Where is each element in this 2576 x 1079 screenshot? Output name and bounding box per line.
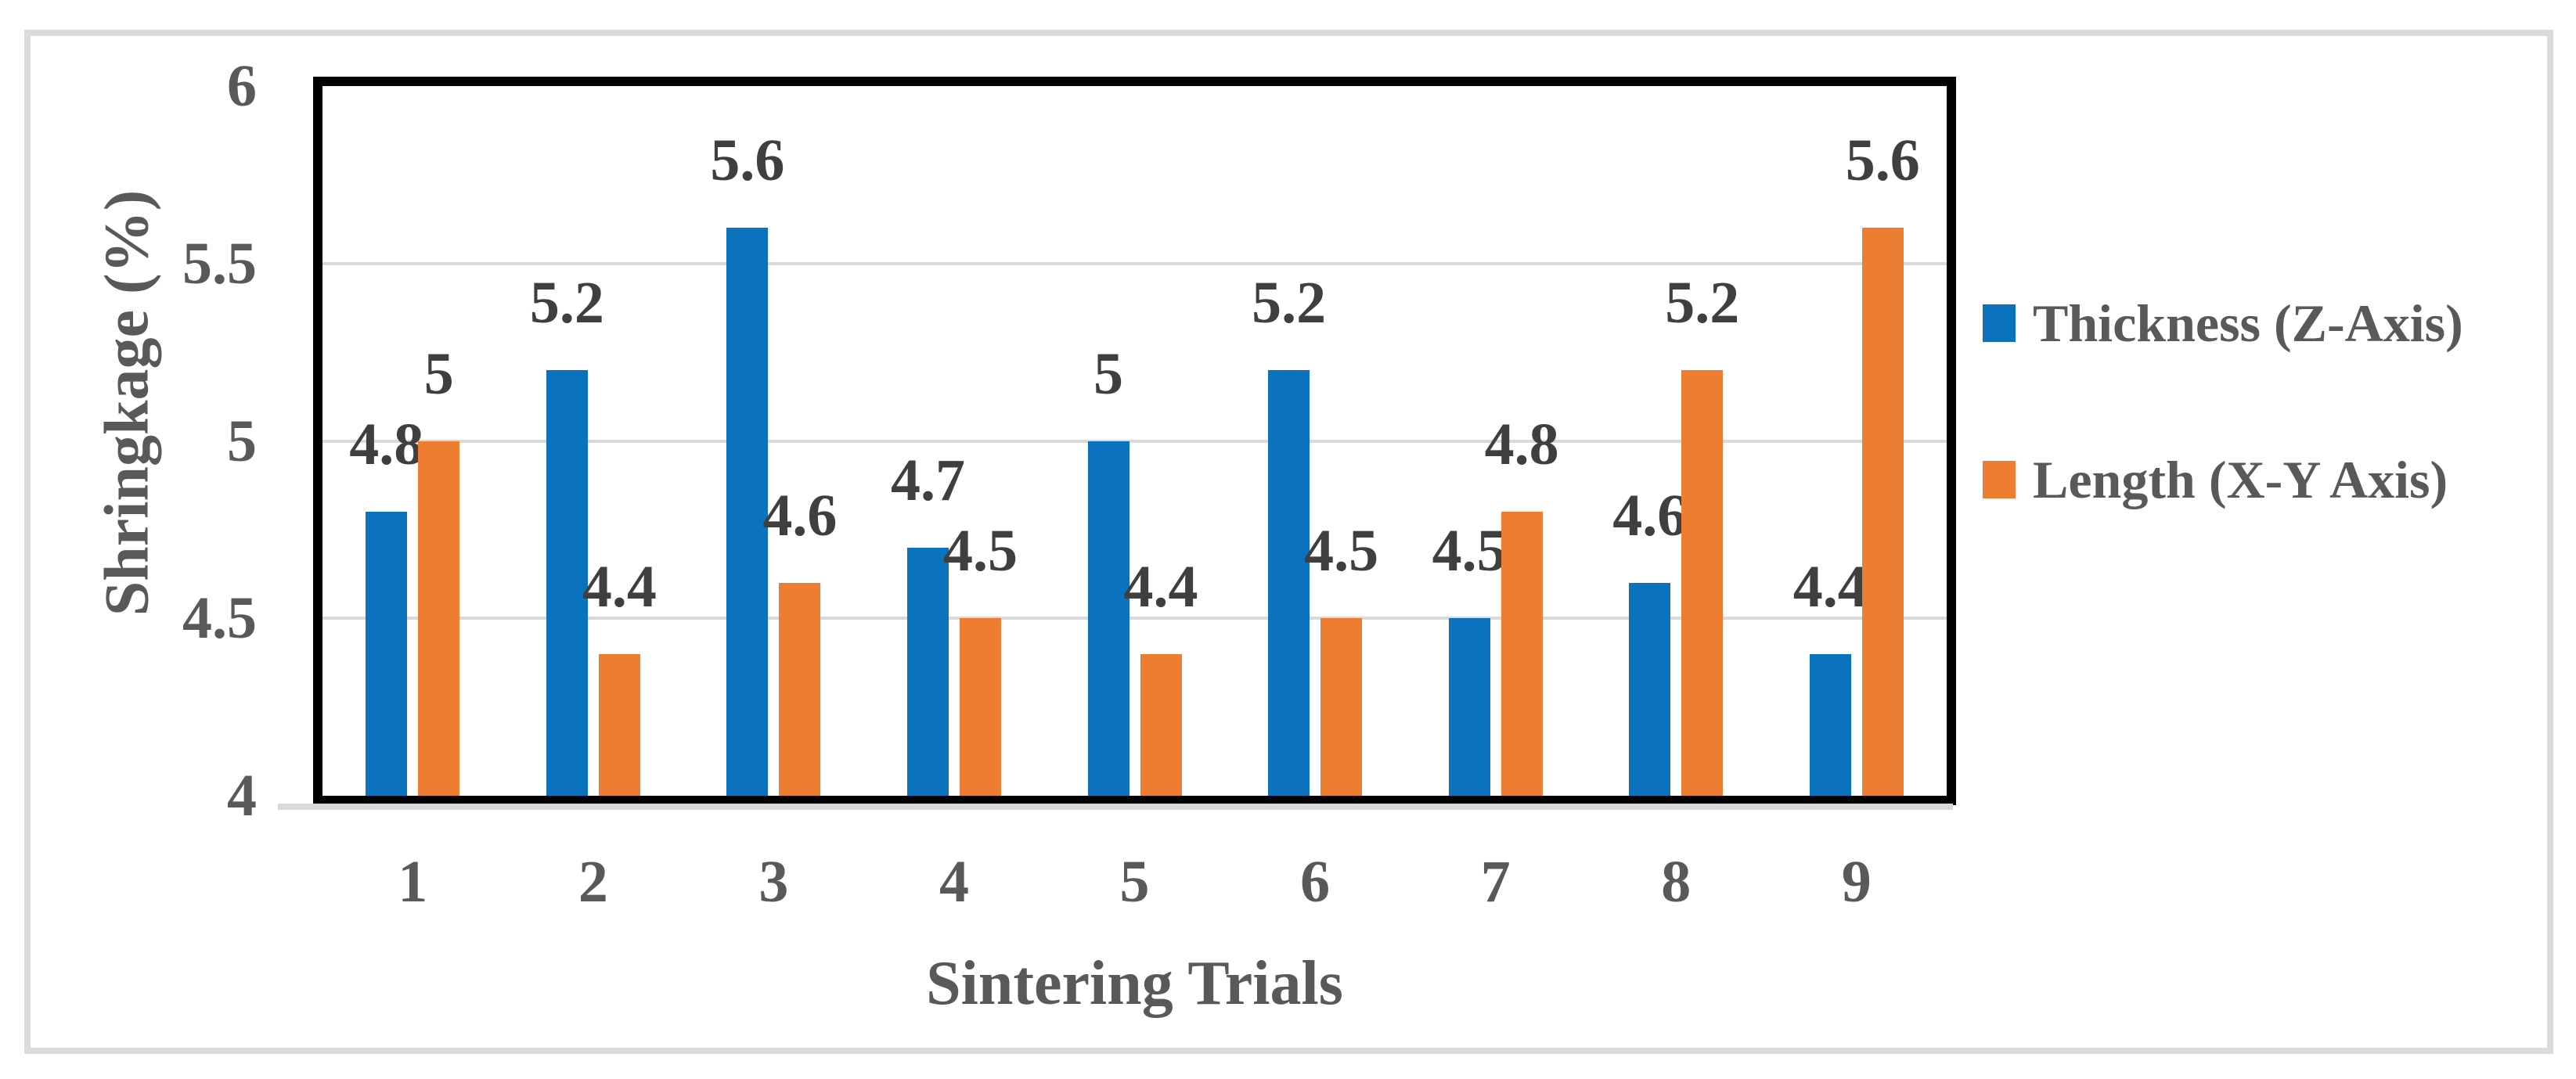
bar-group: 5.6 4.6: [683, 86, 864, 796]
x-tick-label: 6: [1300, 849, 1331, 915]
bar-value-label: 5.2: [1252, 269, 1327, 336]
bar-group: 4.6 5.2: [1586, 86, 1767, 796]
bar: 4.4: [1124, 557, 1198, 796]
bar: 4.4: [582, 557, 657, 796]
bar: 4.5: [943, 521, 1018, 796]
legend-label: Thickness (Z-Axis): [2033, 293, 2463, 353]
bar: 5: [1087, 344, 1129, 796]
bar-value-label: 4.4: [582, 553, 657, 620]
bar-value-label: 4.4: [1123, 553, 1198, 620]
bar-value-label: 4.5: [942, 518, 1018, 584]
bar-group: 5.2 4.4: [503, 86, 684, 796]
x-axis-title: Sintering Trials: [926, 949, 1343, 1018]
bar-value-label: 4.7: [890, 447, 965, 513]
bar: 4.8: [349, 415, 423, 796]
bar-group: 4.4 5.6: [1767, 86, 1947, 796]
bar: 5.6: [1846, 131, 1920, 796]
bar: 4.5: [1304, 521, 1378, 796]
legend-marker-icon: [1983, 304, 2016, 342]
x-tick-label: 4: [939, 849, 969, 915]
x-tick-label: 7: [1480, 849, 1511, 915]
y-tick-label: 4: [227, 763, 257, 829]
bar-group: 5.2 4.5: [1225, 86, 1406, 796]
x-tick-label: 2: [578, 849, 608, 915]
y-tick-label: 5: [227, 408, 257, 474]
y-axis-tick-labels: 6 5.5 5 4.5 4: [0, 0, 257, 1079]
bar-value-label: 4.6: [1612, 482, 1688, 548]
bar-group: 5 4.4: [1044, 86, 1225, 796]
y-tick-label: 6: [227, 53, 257, 119]
bar-value-label: 4.5: [1304, 518, 1379, 584]
x-tick-label: 8: [1661, 849, 1692, 915]
bar: 5.2: [1252, 273, 1326, 796]
gridline: [322, 617, 1947, 620]
legend: Thickness (Z-Axis) Length (X-Y Axis): [1983, 288, 2463, 515]
bar-value-label: 5: [423, 340, 454, 407]
x-axis-tick-labels: 1 2 3 4 5 6 7 8 9: [322, 845, 1947, 919]
bar-value-label: 4.8: [1484, 412, 1559, 478]
x-tick-label: 5: [1119, 849, 1150, 915]
x-tick-label: 1: [398, 849, 428, 915]
bar: 5: [418, 344, 460, 796]
bar-value-label: 5.2: [529, 269, 604, 336]
bar: 4.5: [1432, 521, 1507, 796]
bar: 4.4: [1793, 557, 1868, 796]
legend-entry: Length (X-Y Axis): [1983, 444, 2463, 515]
plot-area: 4.8 5 5.2 4.4 5.6 4.6 4.7 4.5 5 4.4 5.2 4.5 4.5 4.8 4.…: [313, 77, 1956, 805]
bar: 5.2: [1665, 273, 1739, 796]
bar: 5.6: [710, 131, 784, 796]
bar: 4.6: [1612, 486, 1687, 796]
x-axis-line: [278, 804, 1953, 810]
y-tick-label: 5.5: [182, 230, 257, 297]
bar-value-label: 4.8: [349, 412, 424, 478]
bar-value-label: 5.2: [1665, 269, 1740, 336]
x-tick-label: 9: [1841, 849, 1872, 915]
bar: 4.8: [1485, 415, 1559, 796]
legend-entry: Thickness (Z-Axis): [1983, 288, 2463, 358]
bar-groups: 4.8 5 5.2 4.4 5.6 4.6 4.7 4.5 5 4.4 5.2 4.5 4.5 4.8 4.…: [322, 86, 1947, 796]
bar-value-label: 5.6: [710, 128, 785, 194]
bar-group: 4.7 4.5: [864, 86, 1045, 796]
figure-border: [24, 30, 2553, 1054]
legend-marker-icon: [1983, 461, 2016, 498]
gridline: [322, 261, 1947, 265]
bar: 5.2: [530, 273, 604, 796]
bar-value-label: 5.6: [1845, 128, 1920, 194]
bar-value-label: 5: [1093, 340, 1124, 407]
legend-label: Length (X-Y Axis): [2033, 450, 2448, 509]
gridline: [322, 439, 1947, 443]
bar-group: 4.5 4.8: [1405, 86, 1586, 796]
x-tick-label: 3: [758, 849, 789, 915]
y-tick-label: 4.5: [182, 585, 257, 652]
bar-value-label: 4.6: [762, 482, 838, 548]
bar-value-label: 4.5: [1432, 518, 1507, 584]
bar: 4.7: [891, 451, 965, 796]
bar-group: 4.8 5: [322, 86, 503, 796]
bar: 4.6: [762, 486, 837, 796]
bar-value-label: 4.4: [1792, 553, 1868, 620]
